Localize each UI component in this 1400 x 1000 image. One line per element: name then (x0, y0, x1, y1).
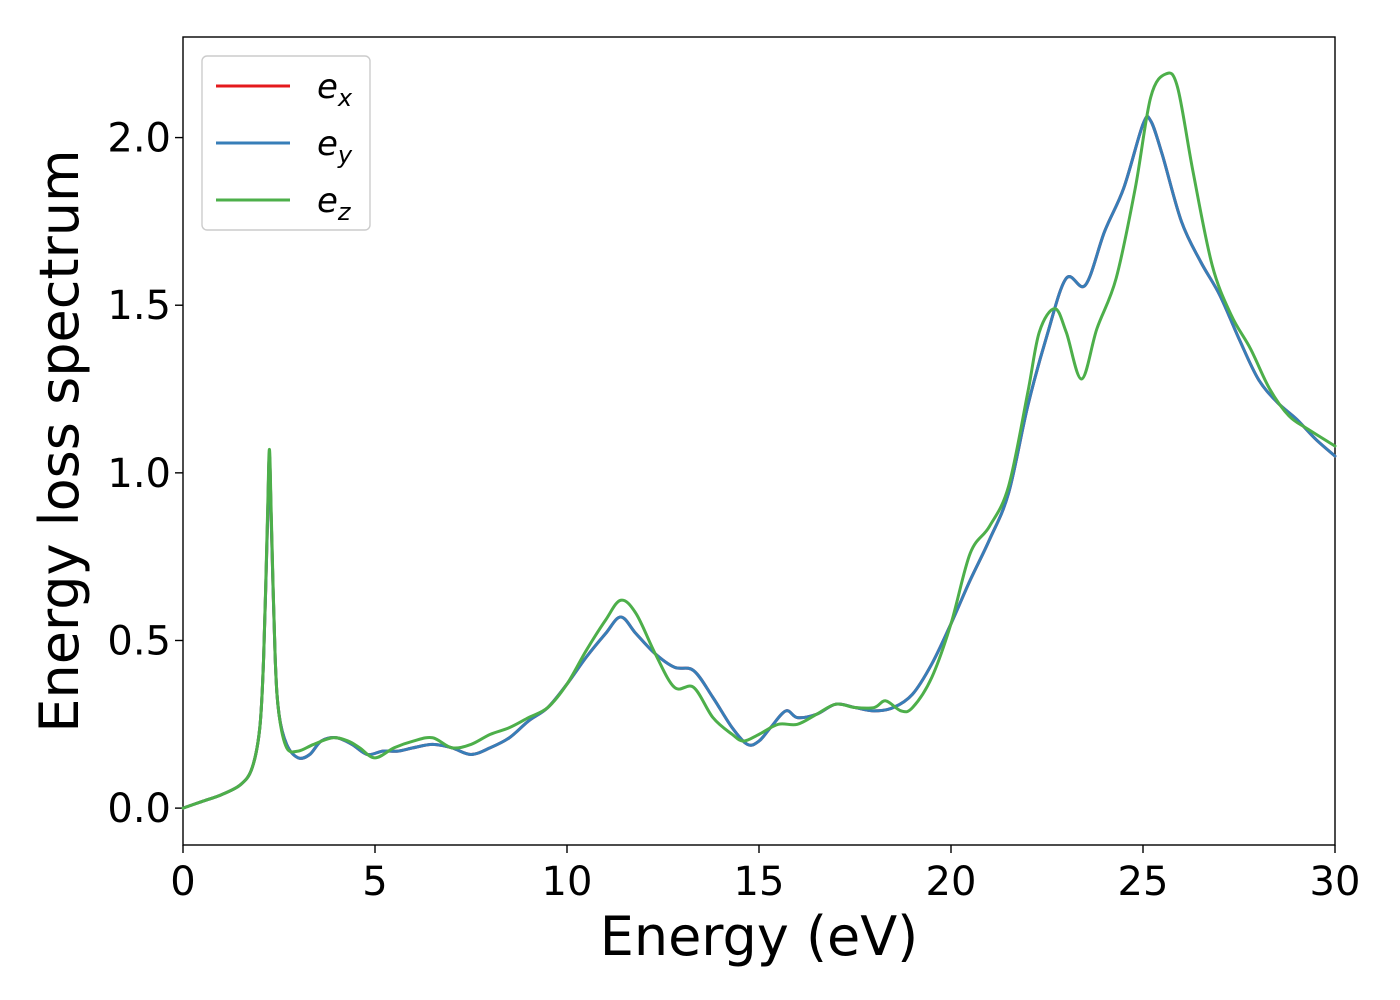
legend-label-x: ex (317, 67, 353, 112)
y-tick-label: 0.5 (107, 618, 171, 664)
x-tick-label: 0 (170, 859, 195, 905)
y-axis-title: Energy loss spectrum (28, 149, 91, 732)
x-tick-label: 10 (542, 859, 593, 905)
y-tick-label: 1.0 (107, 451, 171, 497)
x-axis-ticks: 0 5 10 15 20 25 30 (170, 845, 1360, 905)
x-tick-label: 20 (926, 859, 977, 905)
x-tick-label: 5 (362, 859, 387, 905)
y-tick-label: 1.5 (107, 283, 171, 329)
legend-label-z: ez (317, 181, 352, 226)
y-axis-ticks: 0.0 0.5 1.0 1.5 2.0 (107, 116, 183, 832)
legend-label-y: ey (317, 124, 353, 169)
x-tick-label: 15 (734, 859, 785, 905)
x-tick-label: 30 (1310, 859, 1361, 905)
series-line-z (181, 71, 1337, 810)
x-axis-title: Energy (eV) (600, 905, 919, 968)
y-tick-label: 0.0 (107, 786, 171, 832)
series-layer (181, 71, 1337, 810)
y-tick-label: 2.0 (107, 116, 171, 162)
legend: ex ey ez (201, 55, 371, 231)
x-tick-label: 25 (1118, 859, 1169, 905)
